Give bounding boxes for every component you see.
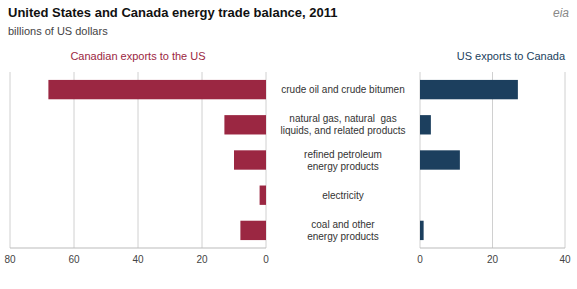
tick-label: 40 [132, 254, 144, 265]
grid-line [10, 72, 11, 248]
tick-label: 20 [487, 254, 499, 265]
panel-0: 80 60 40 20 0 [4, 72, 269, 265]
title: United States and Canada energy trade ba… [8, 5, 337, 20]
category-line: energy products [307, 161, 379, 172]
category-line: crude oil and crude bitumen [281, 84, 404, 95]
axis-line [10, 248, 266, 249]
tick-label: 80 [4, 254, 16, 265]
series-header: US exports to Canada [457, 50, 566, 62]
bar [420, 80, 518, 99]
chart: United States and Canada energy trade ba… [0, 0, 577, 289]
bar [420, 150, 460, 169]
panel-1: 0 20 40 [417, 72, 571, 265]
category-label: refined petroleumenergy products [304, 149, 382, 172]
category-label: crude oil and crude bitumen [281, 84, 404, 95]
tick-label: 20 [196, 254, 208, 265]
bars [420, 80, 518, 240]
bar [420, 186, 421, 205]
subtitle: billions of US dollars [8, 25, 108, 37]
bars [48, 80, 266, 240]
bar [240, 221, 266, 240]
bar [224, 115, 266, 134]
category-line: liquids, and related products [280, 125, 405, 136]
tick-label: 40 [559, 254, 571, 265]
bar [420, 115, 431, 134]
category-line: natural gas, natural gas [289, 113, 396, 124]
annotation: eia [553, 6, 569, 20]
axis-line [420, 248, 565, 249]
category-label: natural gas, natural gasliquids, and rel… [280, 113, 405, 136]
category-line: coal and other [311, 219, 375, 230]
bar [234, 150, 266, 169]
tick-label: 0 [417, 254, 423, 265]
bar [260, 186, 266, 205]
category-line: refined petroleum [304, 149, 382, 160]
bar [48, 80, 266, 99]
series-header: Canadian exports to the US [70, 50, 205, 62]
grid-line [565, 72, 566, 248]
category-label: coal and otherenergy products [307, 219, 379, 242]
tick-label: 60 [68, 254, 80, 265]
tick-label: 0 [263, 254, 269, 265]
category-line: energy products [307, 231, 379, 242]
bar [420, 221, 424, 240]
category-line: electricity [322, 190, 364, 201]
category-label: electricity [322, 190, 364, 201]
